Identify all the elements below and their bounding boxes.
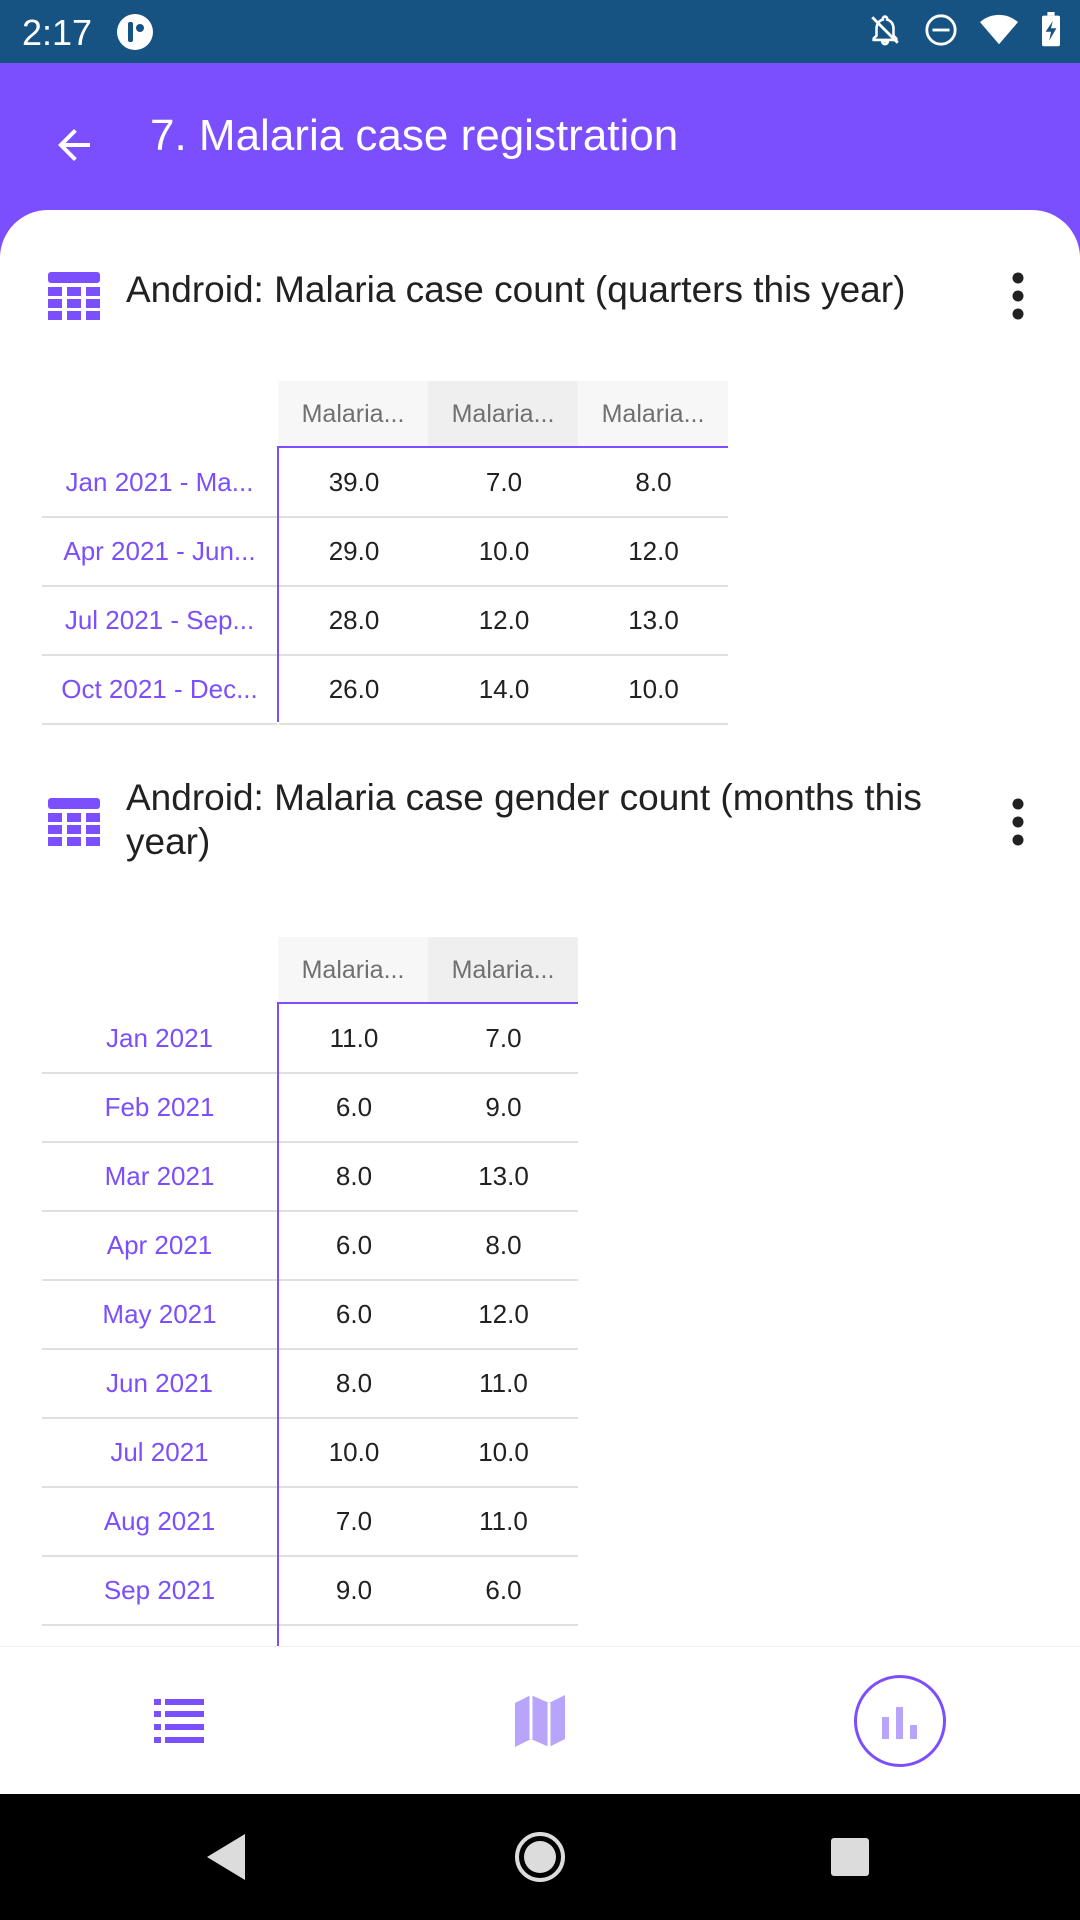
table-cell: 12.0 [579,517,728,587]
table-cell: 10.0 [579,655,728,725]
table-cell: 26.0 [279,655,429,725]
table-cell: 9.0 [279,1556,429,1626]
system-overview-button[interactable] [820,1827,880,1887]
row-header[interactable]: Feb 2021 [42,1073,277,1143]
table-cell: 39.0 [279,448,429,518]
table-cell: 12.0 [429,586,579,656]
nav-item-charts[interactable] [800,1647,1000,1795]
wifi-icon [980,14,1018,51]
card-title: Android: Malaria case gender count (mont… [126,777,922,862]
visualization-card-quarters: Android: Malaria case count (quarters th… [0,210,1080,725]
table-icon [48,272,100,325]
table-cell: 12.0 [429,1280,578,1350]
table-cell: 8.0 [279,1142,429,1212]
card-title: Android: Malaria case count (quarters th… [126,269,906,310]
more-vert-icon [1012,272,1024,320]
column-header[interactable]: Malaria... [278,381,428,447]
arrow-back-icon [58,129,90,161]
table-cell: 7.0 [429,448,579,518]
content-sheet: Android: Malaria case count (quarters th… [0,210,1080,1910]
visualization-card-months: Android: Malaria case gender count (mont… [0,722,1080,1646]
table-cell: 6.0 [279,1073,429,1143]
more-options-button[interactable] [1006,272,1030,320]
circle-home-icon [515,1832,565,1882]
column-header[interactable]: Malaria... [578,381,728,447]
table-cell: 7.0 [279,1487,429,1557]
table-cell: 11.0 [279,1004,429,1074]
bar-chart-icon [882,1707,917,1739]
nav-item-list[interactable] [79,1647,279,1795]
table-cell: 13.0 [429,1142,578,1212]
row-header[interactable]: Oct 2021 - Dec... [42,655,277,725]
bottom-navigation [0,1646,1080,1795]
row-header[interactable]: Mar 2021 [42,1142,277,1212]
table-cell: 7.0 [429,1004,578,1074]
do-not-disturb-icon [924,13,958,52]
table-cell: 14.0 [429,655,579,725]
table-cell: 9.0 [429,1625,578,1646]
row-header[interactable]: Sep 2021 [42,1556,277,1626]
row-header[interactable]: Jul 2021 [42,1418,277,1488]
nav-item-map[interactable] [440,1647,640,1795]
table-cell: 6.0 [429,1556,578,1626]
more-vert-icon [1012,798,1024,846]
row-header[interactable]: Apr 2021 - Jun... [42,517,277,587]
status-time: 2:17 [22,12,93,53]
card-header: Android: Malaria case gender count (mont… [0,722,1080,862]
table-cell: 10.0 [279,1418,429,1488]
header-divider [278,446,728,448]
row-header[interactable]: Apr 2021 [42,1211,277,1281]
square-recents-icon [831,1838,869,1876]
system-navigation-bar [0,1794,1080,1920]
status-bar: 2:17 [0,0,1080,63]
triangle-back-icon [207,1834,245,1880]
table-cell: 13.0 [579,586,728,656]
page-title: 7. Malaria case registration [150,111,679,160]
table-cell: 11.0 [429,1349,578,1419]
list-icon [154,1699,204,1743]
row-header[interactable]: Jul 2021 - Sep... [42,586,277,656]
column-header[interactable]: Malaria... [278,937,428,1003]
row-header[interactable]: Aug 2021 [42,1487,277,1557]
map-icon [515,1695,565,1747]
row-header[interactable]: Jun 2021 [42,1349,277,1419]
row-header[interactable]: Oct 2021 [42,1625,277,1646]
table-cell: 10.0 [429,517,579,587]
system-home-button[interactable] [510,1827,570,1887]
back-button[interactable] [42,113,106,177]
table-cell: 8.0 [579,448,728,518]
row-header[interactable]: May 2021 [42,1280,277,1350]
card-header: Android: Malaria case count (quarters th… [0,210,1080,320]
table-cell: 10.0 [429,1418,578,1488]
column-header[interactable]: Malaria... [428,381,578,447]
table-icon [48,798,100,851]
battery-charging-icon [1040,12,1062,53]
column-header[interactable]: Malaria... [428,937,578,1003]
table-cell: 11.0 [429,1487,578,1557]
app-notification-icon [116,13,154,56]
system-back-button[interactable] [196,1827,256,1887]
table-cell: 9.0 [279,1625,429,1646]
row-header[interactable]: Jan 2021 - Ma... [42,448,277,518]
notifications-off-icon [868,13,902,52]
table-cell: 9.0 [429,1073,578,1143]
table-cell: 6.0 [279,1211,429,1281]
app-bar: 7. Malaria case registration [0,63,1080,210]
table-cell: 29.0 [279,517,429,587]
table-cell: 8.0 [429,1211,578,1281]
row-header-divider [277,1002,279,1646]
table-cell: 8.0 [279,1349,429,1419]
header-divider [278,1002,578,1004]
row-header[interactable]: Jan 2021 [42,1004,277,1074]
nav-item-selected-indicator [854,1675,946,1767]
table-cell: 6.0 [279,1280,429,1350]
table-cell: 28.0 [279,586,429,656]
dashboard-scroll-area[interactable]: Android: Malaria case count (quarters th… [0,210,1080,1646]
row-header-divider [277,446,279,722]
more-options-button[interactable] [1006,798,1030,846]
